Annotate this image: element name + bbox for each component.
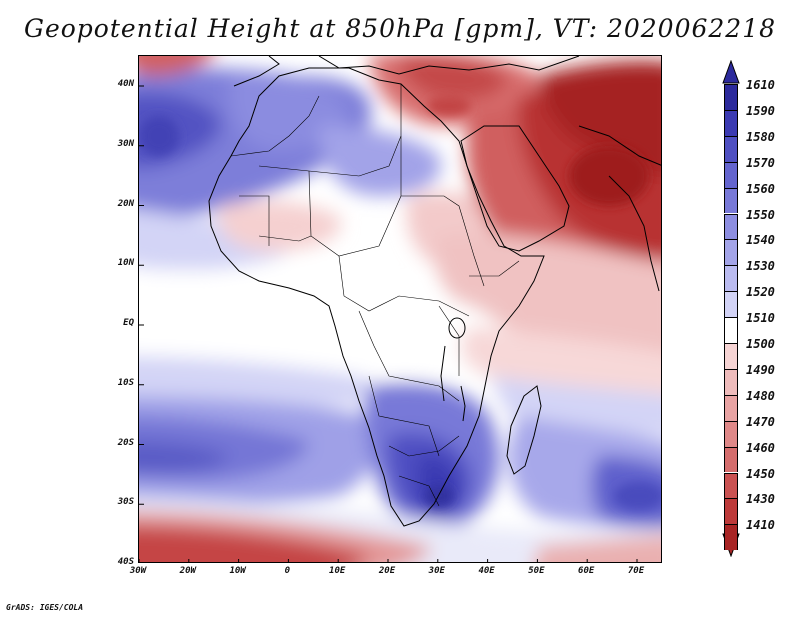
colorbar-cell <box>724 498 738 525</box>
colorbar-label: 1470 <box>746 414 775 429</box>
colorbar-label: 1610 <box>746 78 775 92</box>
colorbar-label: 1510 <box>746 311 775 326</box>
lat-label-30s: 30S <box>117 497 134 508</box>
colorbar-cell <box>724 291 738 318</box>
colorbar-label: 1540 <box>746 233 775 248</box>
colorbar-cell <box>724 161 738 188</box>
colorbar-cell <box>724 317 738 343</box>
colorbar-cell <box>724 265 738 292</box>
lat-label-20n: 20N <box>117 198 134 209</box>
colorbar-label: 1450 <box>746 466 775 481</box>
lat-label-10s: 10S <box>117 377 134 388</box>
lon-label-20e: 20E <box>378 566 396 576</box>
colorbar-label: 1530 <box>746 259 775 274</box>
colorbar-cell <box>724 472 738 499</box>
colorbar-label: 1430 <box>746 492 775 507</box>
colorbar-cell <box>724 239 738 266</box>
axis-ticks <box>139 85 638 562</box>
colorbar-label: 1590 <box>746 103 775 118</box>
colorbar-cell <box>724 446 738 473</box>
lat-label-20s: 20S <box>117 437 134 448</box>
lon-label-30w: 30W <box>129 566 147 576</box>
colorbar-top-arrow <box>722 60 740 84</box>
colorbar-label: 1550 <box>746 207 775 222</box>
lon-label-60e: 60E <box>578 566 595 576</box>
geopotential-field <box>139 56 661 562</box>
field-detail <box>139 96 661 510</box>
lat-label-10n: 10N <box>117 258 134 269</box>
page-title: Geopotential Height at 850hPa [gpm], VT:… <box>23 14 777 43</box>
colorbar-label: 1520 <box>746 285 775 300</box>
colorbar-cell <box>724 213 738 240</box>
colorbar-cell <box>724 187 738 214</box>
field-shading <box>139 56 661 562</box>
colorbar-label: 1570 <box>746 155 775 170</box>
lat-label-eq: EQ <box>123 318 134 328</box>
colorbar-cell <box>724 343 738 369</box>
lon-label-50e: 50E <box>528 566 545 576</box>
lat-label-40n: 40N <box>117 79 134 89</box>
lon-label-10w: 10W <box>229 566 246 576</box>
lakes <box>440 317 466 422</box>
colorbar-label: 1480 <box>746 388 775 403</box>
colorbar-label: 1580 <box>746 129 775 144</box>
colorbar-cell <box>724 109 738 136</box>
colorbar-cell <box>724 368 738 395</box>
colorbar-label: 1410 <box>746 518 775 533</box>
colorbar-label: 1560 <box>746 181 775 196</box>
credit-text: GrADS: IGES/COLA <box>6 603 84 612</box>
colorbar-label: 1500 <box>746 337 775 351</box>
colorbar-cell <box>724 420 738 447</box>
colorbar-cell <box>724 524 738 551</box>
colorbar-cell <box>724 394 738 421</box>
lat-label-40s: 40S <box>117 557 134 567</box>
lon-label-10e: 10E <box>329 566 346 576</box>
colorbar-cell <box>724 84 738 110</box>
lon-label-70e: 70E <box>627 566 645 576</box>
lon-label-0: 0 <box>284 566 291 576</box>
country-borders <box>230 84 520 507</box>
map-plot <box>138 55 662 563</box>
lon-label-20w: 20W <box>179 566 196 576</box>
coastlines <box>208 56 661 527</box>
lon-label-40e: 40E <box>478 566 495 576</box>
lat-label-30n: 30N <box>117 138 134 149</box>
colorbar-cell <box>724 135 738 162</box>
colorbar-label: 1460 <box>746 440 775 455</box>
lon-label-30e: 30E <box>428 566 445 576</box>
colorbar-label: 1490 <box>746 362 775 377</box>
